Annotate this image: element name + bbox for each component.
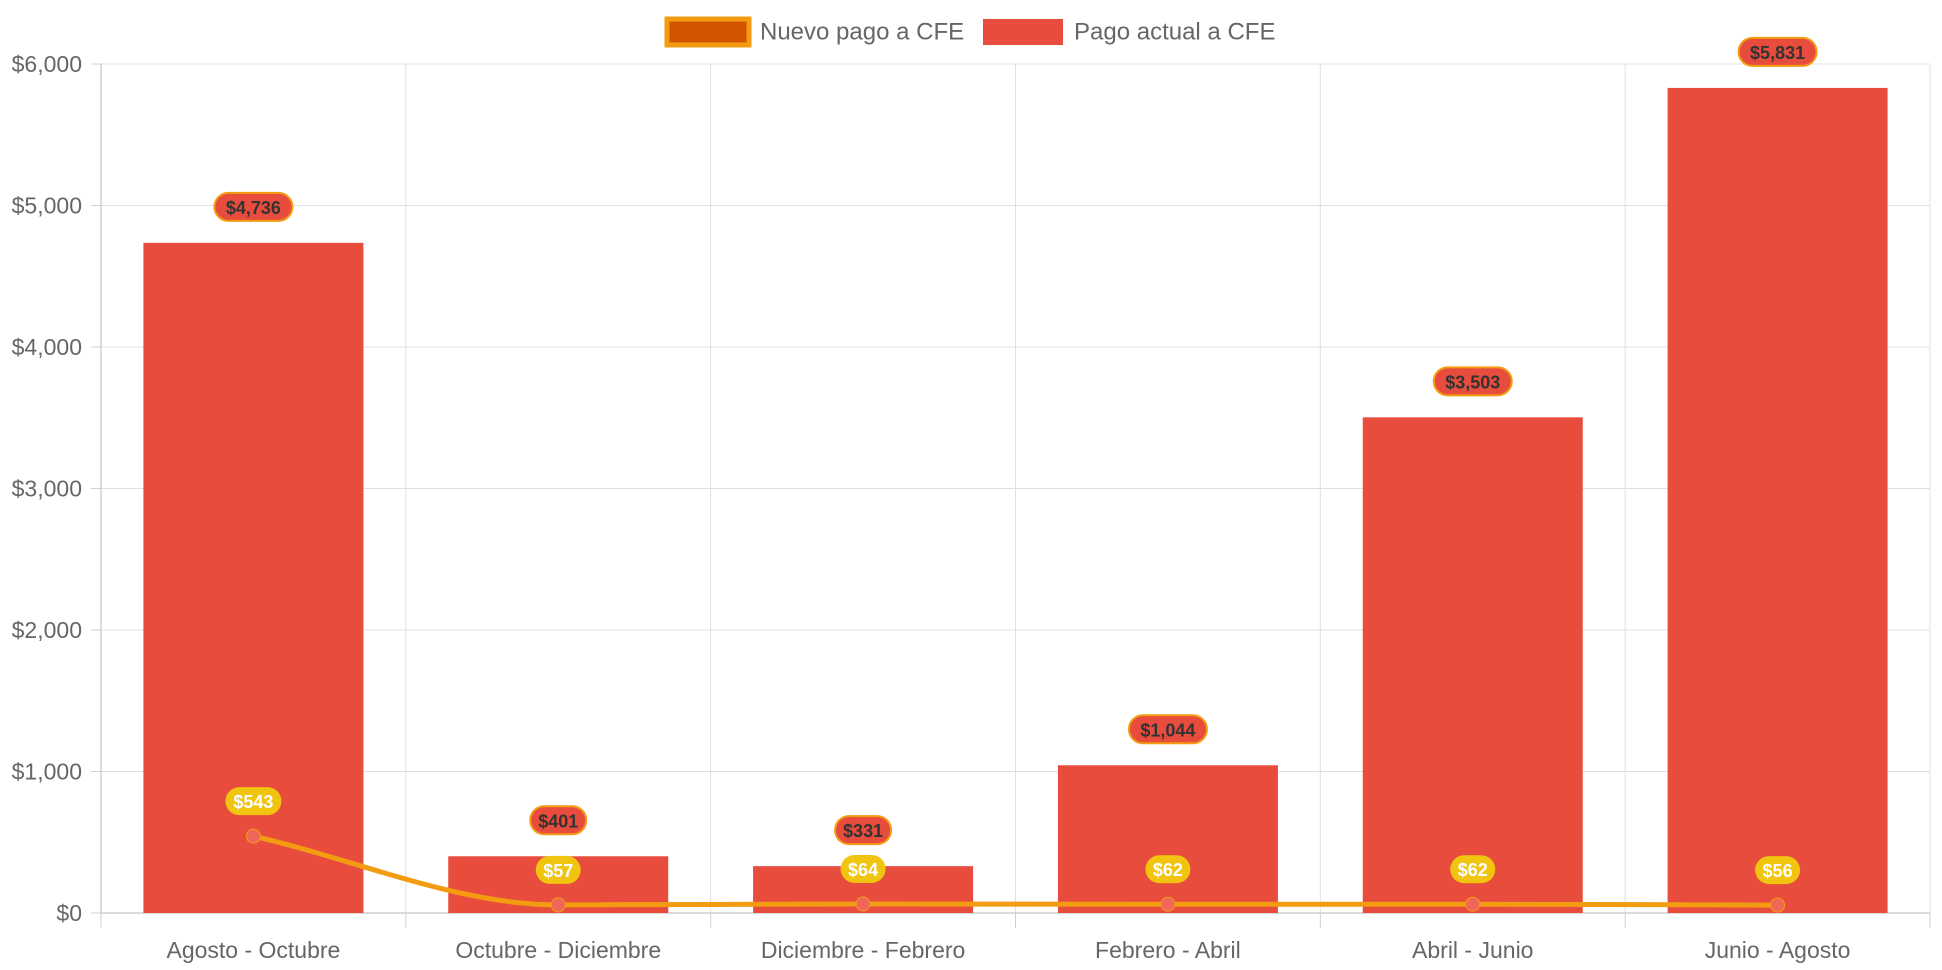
line-point-nuevo-pago	[1160, 896, 1176, 912]
bar-data-label: $331	[843, 821, 883, 841]
x-tick-label: Agosto - Octubre	[166, 937, 340, 963]
bar-data-label-bg	[1432, 366, 1513, 397]
line-data-label-bg	[535, 855, 581, 884]
line-data-label-bg	[1145, 855, 1191, 884]
y-tick-label: $0	[56, 900, 82, 926]
data-labels: $4,736 $401 $331 $1,044 $3,503 $5,831 $543 $57 $…	[213, 36, 1818, 885]
line-point-nuevo-pago	[1465, 896, 1481, 912]
line-data-label-bg	[1755, 856, 1801, 885]
line-data-label: $62	[1458, 860, 1488, 880]
x-tick-label: Diciembre - Febrero	[761, 937, 966, 963]
bar-data-label-bg	[1127, 714, 1208, 745]
bar-data-label: $1,044	[1140, 720, 1195, 740]
bar-data-label-bg	[834, 815, 893, 846]
line-data-label-bg	[225, 787, 282, 816]
y-tick-label: $5,000	[12, 193, 82, 219]
bar-data-label: $401	[538, 811, 578, 831]
line-data-label: $57	[543, 861, 573, 881]
bar-data-label-bg	[213, 191, 294, 222]
line-data-label-bg	[1450, 855, 1496, 884]
y-tick-label: $1,000	[12, 759, 82, 785]
x-tick-label: Octubre - Diciembre	[455, 937, 661, 963]
bar-data-label-bg	[529, 805, 588, 836]
legend-label-nuevo-pago: Nuevo pago a CFE	[760, 19, 964, 46]
line-point-nuevo-pago	[245, 828, 261, 844]
line-point-nuevo-pago	[855, 896, 871, 912]
legend-swatch-pago-actual	[983, 19, 1063, 45]
line-data-label: $62	[1153, 860, 1183, 880]
line-point-nuevo-pago	[1770, 897, 1786, 913]
x-tick-label: Junio - Agosto	[1705, 937, 1851, 963]
x-tick-label: Abril - Junio	[1412, 937, 1533, 963]
line-nuevo-pago	[250, 833, 1781, 908]
y-tick-label: $4,000	[12, 334, 82, 360]
line-point-nuevo-pago	[550, 897, 566, 913]
legend-label-pago-actual: Pago actual a CFE	[1074, 19, 1275, 46]
bar-pago-actual	[1362, 417, 1583, 913]
grid	[100, 63, 1931, 913]
y-tick-label: $6,000	[12, 51, 82, 77]
line-series	[245, 828, 1786, 913]
legend-swatch-nuevo-pago	[664, 16, 752, 48]
line-data-label: $64	[848, 860, 878, 880]
bar-pago-actual	[1667, 87, 1888, 913]
bar-data-label-bg	[1737, 36, 1818, 67]
y-tick-label: $2,000	[12, 617, 82, 643]
legend: Nuevo pago a CFE Pago actual a CFE	[664, 16, 1275, 48]
axes: $0 $1,000 $2,000 $3,000 $4,000 $5,000 $6,000 Ag…	[12, 51, 1931, 963]
x-tick-label: Febrero - Abril	[1095, 937, 1241, 963]
line-data-label: $56	[1763, 861, 1793, 881]
line-data-label: $543	[233, 792, 273, 812]
bar-data-label: $5,831	[1750, 43, 1805, 63]
bar-series	[143, 87, 1888, 913]
y-tick-label: $3,000	[12, 476, 82, 502]
line-data-label-bg	[840, 854, 886, 883]
bar-data-label: $3,503	[1445, 372, 1500, 392]
bar-pago-actual	[1057, 765, 1278, 913]
bar-data-label: $4,736	[226, 198, 281, 218]
